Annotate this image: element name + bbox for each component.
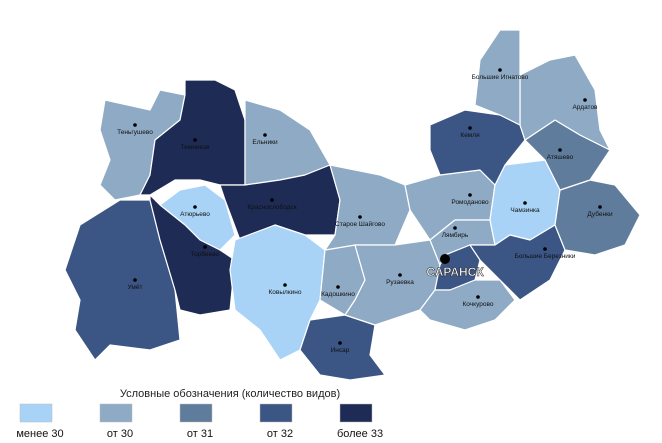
town-dot [263,133,267,137]
district [519,54,611,151]
legend-label: менее 30 [16,428,63,440]
district-label: Ковылкино [269,289,302,296]
district-label: Дубенки [587,210,613,218]
district [149,194,236,316]
town-dot [583,98,587,102]
district-label: Ромоданово [451,199,489,206]
district-label: Чамзинка [510,207,540,214]
district-label: Атяшево [547,154,574,161]
district-label: Инсар [331,347,350,354]
town-dot [193,138,197,142]
district-label: САРАНСК [426,265,484,279]
district-label: Лямбирь [442,231,469,239]
town-dot [133,123,137,127]
town-dot [336,285,340,289]
town-dot [270,198,274,202]
town-dot [453,226,457,230]
district [429,109,526,186]
district-label: Кочкурово [463,301,494,308]
labels: Теньгушево Темников Ельники Атюрьево Краснос… [117,68,613,354]
town-dot [468,193,472,197]
town-dot [203,245,207,249]
district-label: Ельники [252,139,278,146]
district-label: Большие Игнатово [472,74,529,81]
legend-swatch [259,403,293,423]
district-label: Кадошкино [321,291,355,298]
district-label: Кемля [460,132,480,139]
town-dot [440,254,450,264]
district-label: Ардатов [572,104,598,111]
legend-swatch [19,403,53,423]
district-label: Старое Шайгово [335,220,385,228]
district-label: Торбеево [191,250,220,258]
district-label: Атюрьево [180,211,210,218]
district-label: Теньгушево [117,129,153,136]
district-label: Умёт [128,284,143,291]
legend: менее 30 от 30 от 31 от 32 более 33 [16,403,383,440]
town-dot [133,278,137,282]
town-dot [193,205,197,209]
legend-swatch [339,403,373,423]
town-dot [543,247,547,251]
town-dot [498,68,502,72]
town-dot [338,341,342,345]
town-dot [358,215,362,219]
town-dot [283,283,287,287]
town-dot [468,126,472,130]
legend-label: от 31 [187,428,213,440]
legend-label: от 32 [267,428,293,440]
legend-label: от 30 [107,428,133,440]
town-dot [476,295,480,299]
town-dot [523,201,527,205]
district-label: Темников [181,144,210,151]
legend-swatch [179,403,213,423]
district-label: Краснослободск [247,203,296,211]
legend-label: более 33 [337,428,383,440]
legend-title: Условные обозначения (количество видов) [120,388,340,400]
town-dot [398,273,402,277]
district [474,29,521,126]
district-label: Рузаевка [386,279,414,286]
district [469,224,566,301]
district-label: Большие Березники [515,253,576,260]
district [419,279,516,331]
regions [64,29,641,381]
town-dot [558,148,562,152]
town-dot [598,205,602,209]
legend-swatch [99,403,133,423]
district [139,79,246,196]
